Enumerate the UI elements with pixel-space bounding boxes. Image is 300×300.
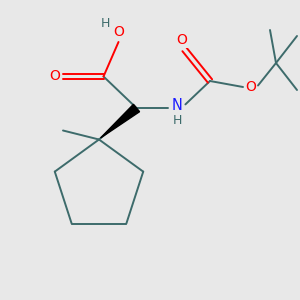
Text: H: H [101, 17, 111, 30]
Text: O: O [113, 26, 124, 39]
Text: H: H [172, 114, 182, 127]
Polygon shape [100, 104, 140, 138]
Text: O: O [245, 80, 256, 94]
Text: N: N [172, 98, 182, 112]
Text: O: O [176, 33, 187, 47]
Text: O: O [49, 70, 60, 83]
